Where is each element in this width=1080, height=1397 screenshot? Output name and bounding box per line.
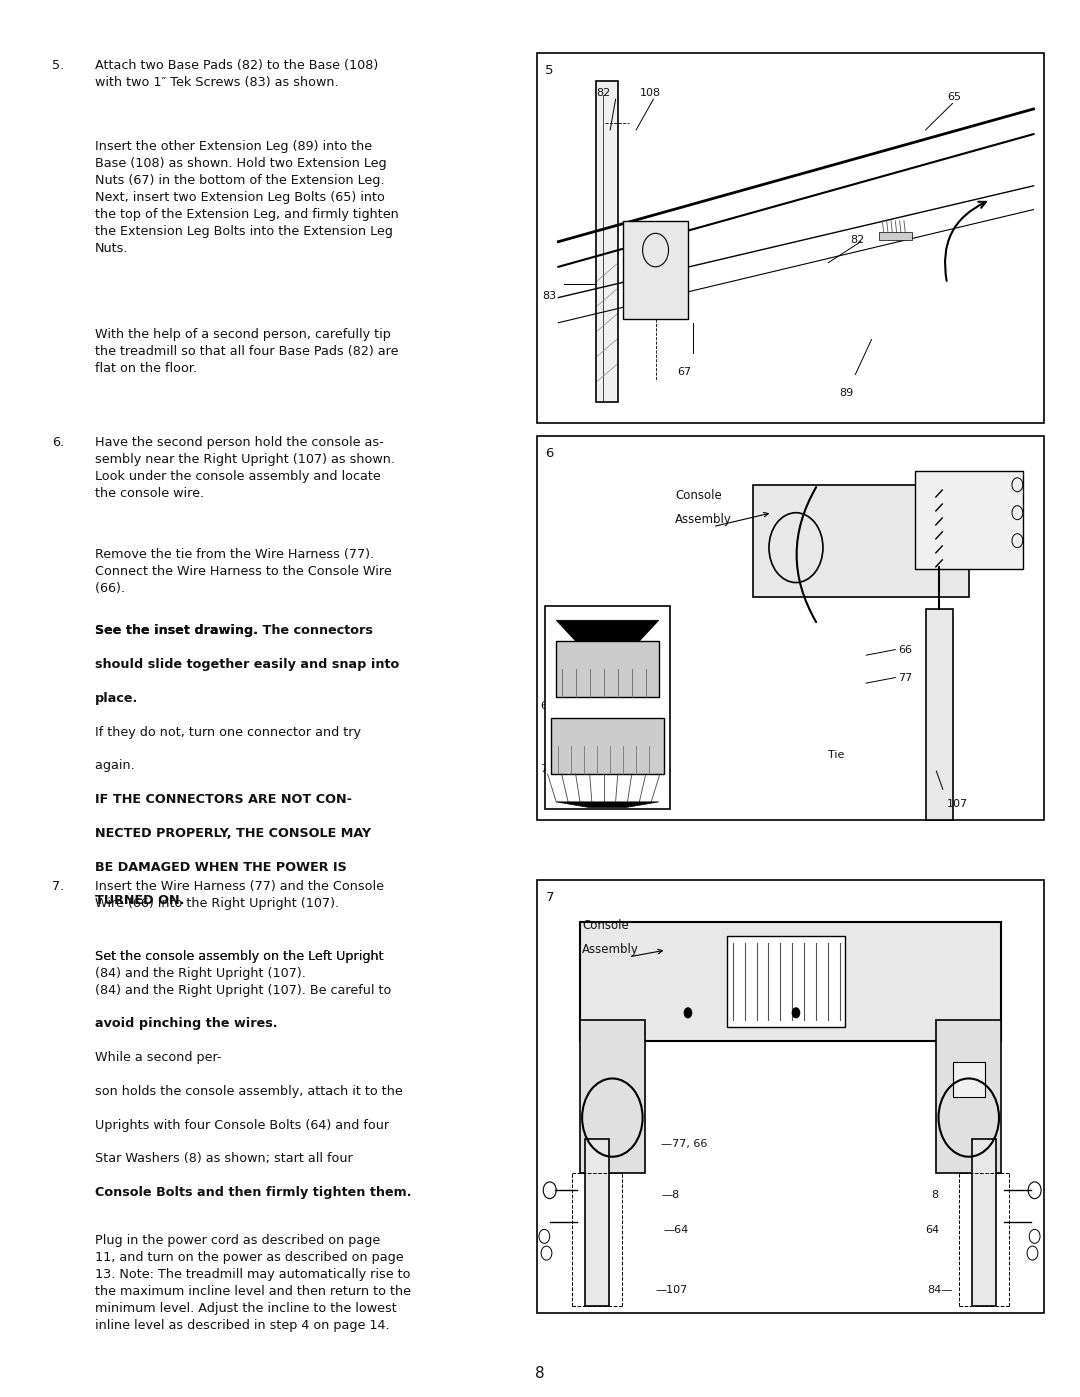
Bar (953, 1062, 985, 1097)
Bar (879, 232, 912, 240)
Bar (936, 1020, 1001, 1173)
Text: place.: place. (95, 692, 138, 705)
Text: See the inset drawing. The connectors: See the inset drawing. The connectors (95, 624, 373, 637)
Text: 77: 77 (899, 673, 913, 683)
Text: 82: 82 (596, 88, 610, 98)
Text: 7: 7 (545, 891, 554, 904)
Text: —64: —64 (663, 1225, 688, 1235)
Bar (551, 718, 664, 774)
Text: 6: 6 (545, 447, 554, 460)
Text: Console: Console (582, 919, 629, 932)
Text: If they do not, turn one connector and try: If they do not, turn one connector and t… (95, 725, 361, 739)
Text: 7.: 7. (52, 880, 64, 893)
Text: Assembly: Assembly (582, 943, 639, 956)
Bar (753, 485, 969, 597)
Bar (556, 641, 659, 697)
Bar (580, 922, 1001, 1041)
Polygon shape (556, 802, 659, 807)
Text: Plug in the power cord as described on page
11, and turn on the power as describ: Plug in the power cord as described on p… (95, 1234, 411, 1331)
Bar (545, 606, 670, 809)
Text: —8: —8 (661, 1190, 679, 1200)
Text: TURNED ON.: TURNED ON. (95, 894, 185, 908)
Bar (915, 471, 1023, 569)
Text: Insert the Wire Harness (77) and the Console
Wire (66) into the Right Upright (1: Insert the Wire Harness (77) and the Con… (95, 880, 384, 909)
Text: IF THE CONNECTORS ARE NOT CON-: IF THE CONNECTORS ARE NOT CON- (95, 793, 352, 806)
Bar (926, 609, 953, 820)
Text: 77: 77 (540, 764, 554, 774)
Bar (537, 53, 1044, 423)
Text: 83: 83 (542, 291, 556, 300)
Text: 64: 64 (926, 1225, 940, 1235)
Text: Uprights with four Console Bolts (64) and four: Uprights with four Console Bolts (64) an… (95, 1119, 389, 1132)
Text: Star Washers (8) as shown; start all four: Star Washers (8) as shown; start all fou… (95, 1153, 353, 1165)
Text: son holds the console assembly, attach it to the: son holds the console assembly, attach i… (95, 1085, 403, 1098)
Text: BE DAMAGED WHEN THE POWER IS: BE DAMAGED WHEN THE POWER IS (95, 861, 347, 873)
Text: Remove the tie from the Wire Harness (77).
Connect the Wire Harness to the Conso: Remove the tie from the Wire Harness (77… (95, 548, 392, 595)
Text: 5.: 5. (52, 59, 64, 71)
Text: Console: Console (675, 489, 721, 502)
Text: While a second per-: While a second per- (95, 1051, 221, 1065)
Bar (585, 1139, 609, 1306)
Text: Set the console assembly on the Left Upright: Set the console assembly on the Left Upr… (95, 950, 383, 963)
Text: 65: 65 (947, 92, 961, 102)
Circle shape (684, 1007, 692, 1018)
Text: 84—: 84— (928, 1285, 953, 1295)
Bar (596, 81, 618, 402)
Circle shape (792, 1007, 800, 1018)
Text: 66: 66 (899, 645, 913, 655)
Text: 5: 5 (545, 64, 554, 77)
Bar (728, 936, 846, 1027)
Text: 89: 89 (839, 388, 853, 398)
Text: avoid pinching the wires.: avoid pinching the wires. (95, 1017, 278, 1031)
Text: See the inset drawing.: See the inset drawing. (95, 624, 262, 637)
Text: —107: —107 (656, 1285, 688, 1295)
Text: 82: 82 (850, 235, 864, 244)
Text: should slide together easily and snap into: should slide together easily and snap in… (95, 658, 400, 671)
Text: NECTED PROPERLY, THE CONSOLE MAY: NECTED PROPERLY, THE CONSOLE MAY (95, 827, 372, 840)
Text: 107: 107 (947, 799, 969, 809)
Text: Insert the other Extension Leg (89) into the
Base (108) as shown. Hold two Exten: Insert the other Extension Leg (89) into… (95, 140, 399, 254)
Bar (623, 221, 688, 319)
Bar (972, 1139, 996, 1306)
Text: With the help of a second person, carefully tip
the treadmill so that all four B: With the help of a second person, carefu… (95, 328, 399, 376)
Text: Attach two Base Pads (82) to the Base (108)
with two 1″ Tek Screws (83) as shown: Attach two Base Pads (82) to the Base (1… (95, 59, 378, 88)
Text: 108: 108 (639, 88, 661, 98)
Text: 67: 67 (677, 367, 691, 377)
Text: —77, 66: —77, 66 (661, 1139, 707, 1148)
Text: Tie: Tie (828, 750, 845, 760)
Text: (84) and the Right Upright (107). Be careful to: (84) and the Right Upright (107). Be car… (95, 983, 391, 996)
Bar (580, 1020, 645, 1173)
Bar (537, 880, 1044, 1313)
Polygon shape (556, 620, 659, 662)
Text: 8: 8 (536, 1366, 544, 1382)
Text: Assembly: Assembly (675, 513, 732, 525)
Text: Set the console assembly on the Left Upright
(84) and the Right Upright (107).: Set the console assembly on the Left Upr… (95, 950, 383, 979)
Text: again.: again. (95, 760, 139, 773)
Bar (537, 436, 1044, 820)
Text: Have the second person hold the console as-
sembly near the Right Upright (107) : Have the second person hold the console … (95, 436, 395, 500)
Text: 6.: 6. (52, 436, 64, 448)
Text: 66: 66 (540, 701, 554, 711)
Text: 8: 8 (931, 1190, 939, 1200)
Text: Console Bolts and then firmly tighten them.: Console Bolts and then firmly tighten th… (95, 1186, 411, 1199)
